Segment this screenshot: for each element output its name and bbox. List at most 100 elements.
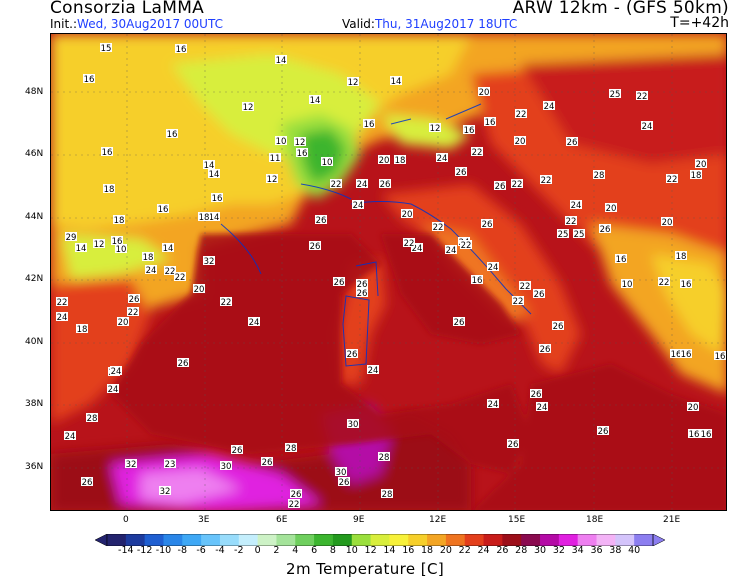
station-temp: 20 [515, 137, 526, 147]
station-temp: 16 [176, 45, 187, 55]
colorbar-swatch [389, 534, 409, 546]
colorbar-label: 2 [273, 545, 280, 556]
station-temp: 22 [404, 239, 415, 249]
station-box [211, 193, 223, 202]
station-temp: 11 [270, 154, 281, 164]
station-temp: 30 [348, 420, 359, 430]
colorbar-label: 36 [590, 545, 603, 556]
station-temp: 14 [209, 170, 220, 180]
station-box [64, 431, 76, 440]
station-box [593, 170, 605, 179]
colorbar-swatch [125, 534, 146, 546]
station-temp: 26 [600, 225, 611, 235]
station-box [615, 254, 627, 263]
station-box [511, 179, 523, 188]
station-box [565, 216, 577, 225]
colorbar-swatch [483, 534, 503, 546]
station-box [248, 317, 260, 326]
colorbar-swatch [577, 534, 598, 546]
station-box [347, 419, 359, 428]
station-temp: 12 [295, 138, 306, 148]
station-box [411, 243, 423, 252]
station-box [261, 457, 273, 466]
station-temp: 22 [57, 298, 68, 308]
station-temp: 24 [437, 154, 448, 164]
colorbar-swatch [314, 534, 334, 546]
station-temp: 22 [221, 298, 232, 308]
model-name: ARW 12km - (GFS 50km) [512, 0, 729, 18]
station-temp: 26 [129, 295, 140, 305]
station-temp: 26 [456, 168, 467, 178]
station-temp: 22 [165, 267, 176, 277]
station-temp: 30 [221, 462, 232, 472]
station-box [100, 43, 112, 52]
station-box [208, 169, 220, 178]
colorbar-swatch [219, 534, 240, 546]
station-temp: 10 [322, 158, 333, 168]
station-temp: 26 [339, 478, 350, 488]
colorbar-label: -4 [215, 545, 225, 556]
station-temp: 22 [512, 180, 523, 190]
station-box [174, 272, 186, 281]
station-temp: 24 [571, 201, 582, 211]
station-temp: 26 [347, 350, 358, 360]
station-box [471, 147, 483, 156]
station-temp: 24 [642, 122, 653, 132]
colorbar-swatch [351, 534, 372, 546]
station-temp: 24 [249, 318, 260, 328]
colorbar-swatch [521, 534, 541, 546]
valid-time: Valid:Thu, 31Aug2017 18UTC [342, 17, 517, 31]
colorbar-swatch [370, 534, 390, 546]
station-temp: 10 [276, 137, 287, 147]
station-box [75, 243, 87, 252]
station-box [690, 170, 702, 179]
station-box [296, 148, 308, 157]
map-title: Consorzia LaMMA [50, 0, 205, 18]
station-box [220, 297, 232, 306]
station-box [56, 312, 68, 321]
colorbar-swatch [257, 534, 277, 546]
station-box [687, 402, 699, 411]
station-box [481, 219, 493, 228]
colorbar-swatch [238, 534, 259, 546]
station-box [680, 349, 692, 358]
station-box [605, 203, 617, 212]
station-temp: 16 [464, 126, 475, 136]
station-box [478, 87, 490, 96]
station-box [115, 244, 127, 253]
station-box [164, 266, 176, 275]
station-temp: 22 [516, 110, 527, 120]
station-box [275, 55, 287, 64]
station-temp: 16 [485, 118, 496, 128]
colorbar-label: 22 [458, 545, 471, 556]
station-temp: 26 [357, 289, 368, 299]
station-box [484, 117, 496, 126]
station-temp: 16 [681, 280, 692, 290]
lat-tick: 46N [25, 149, 44, 159]
station-box [346, 349, 358, 358]
station-box [125, 459, 137, 468]
colorbar-swatch [464, 534, 485, 546]
station-box [379, 179, 391, 188]
station-box [128, 294, 140, 303]
station-box [401, 209, 413, 218]
colorbar-label: 30 [533, 545, 547, 556]
station-box [294, 137, 306, 146]
colorbar-swatch [201, 534, 221, 546]
station-temp: 10 [622, 280, 633, 290]
station-box [315, 215, 327, 224]
colorbar-swatch [502, 534, 522, 546]
station-temp: 26 [82, 478, 93, 488]
station-box [543, 101, 555, 110]
station-temp: 16 [84, 75, 95, 85]
station-temp: 26 [357, 280, 368, 290]
station-temp: 24 [108, 385, 119, 395]
station-box [363, 119, 375, 128]
station-temp: 26 [482, 220, 493, 230]
station-box [680, 279, 692, 288]
station-temp: 24 [488, 263, 499, 273]
init-value: Wed, 30Aug2017 00UTC [77, 17, 223, 31]
station-temp: 22 [128, 308, 139, 318]
station-box [347, 77, 359, 86]
